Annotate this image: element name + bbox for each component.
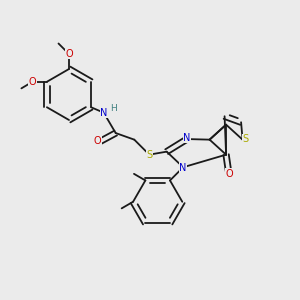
Text: O: O	[65, 49, 73, 59]
Text: S: S	[242, 134, 249, 144]
Text: N: N	[183, 133, 191, 143]
Text: N: N	[179, 163, 187, 173]
Text: S: S	[146, 150, 152, 160]
Text: O: O	[225, 169, 233, 178]
Text: H: H	[110, 104, 117, 113]
Text: N: N	[100, 108, 107, 118]
Text: O: O	[94, 136, 101, 146]
Text: O: O	[29, 77, 36, 87]
